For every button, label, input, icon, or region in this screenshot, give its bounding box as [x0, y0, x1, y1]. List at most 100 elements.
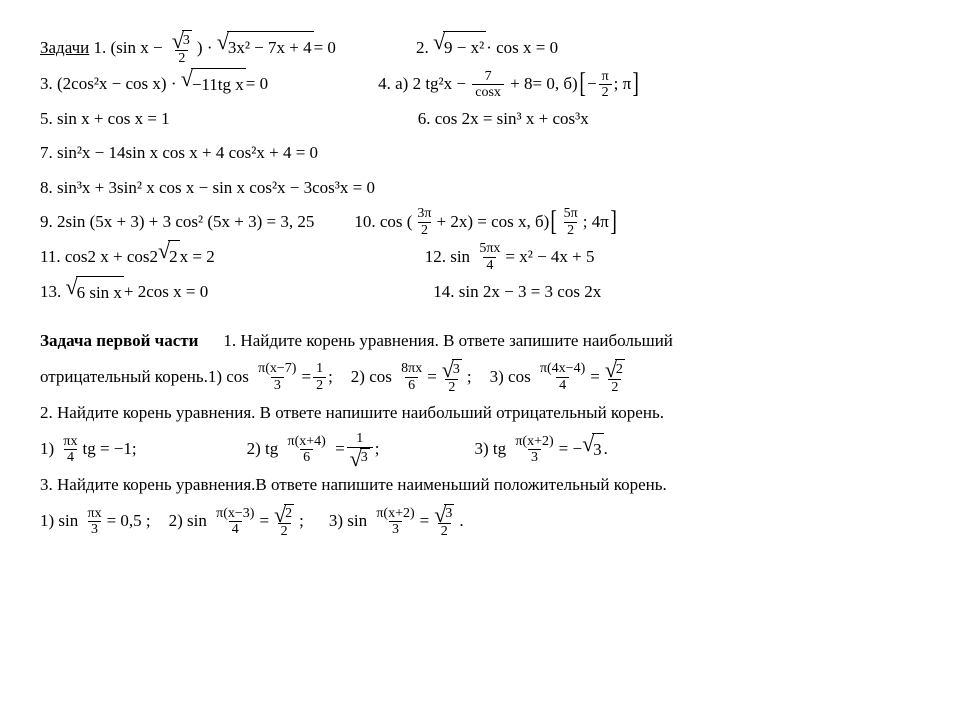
sqrt: √3x² − 7x + 4	[217, 31, 314, 64]
text: sin 2x − 3 = 3 cos 2x	[459, 276, 601, 308]
text: sin x + cos x = 1	[57, 103, 170, 135]
text: ;	[375, 433, 380, 465]
text: =	[590, 361, 600, 393]
fraction: π2	[599, 69, 612, 101]
text: sin²x − 14sin x cos x + 4 cos²x + 4 = 0	[57, 137, 318, 169]
text: (2cos²x − cos x) ·	[57, 68, 177, 100]
label: 10.	[354, 206, 375, 238]
label: 9.	[40, 206, 53, 238]
text: ; 4π	[583, 206, 609, 238]
text: =	[420, 505, 430, 537]
label: 5.	[40, 103, 53, 135]
text: 1) sin	[40, 505, 78, 537]
sqrt: √9 − x²	[433, 31, 486, 64]
text: .	[459, 505, 463, 537]
fraction: √2 2	[602, 359, 628, 395]
text: x = 2	[180, 241, 215, 273]
text: = 0	[246, 68, 268, 100]
fraction: π(x+4)6	[285, 434, 329, 466]
sqrt: √−11tg x	[181, 68, 246, 101]
text: =	[335, 433, 345, 465]
text: 2 tg²x −	[413, 68, 466, 100]
label: 1.	[93, 32, 106, 64]
text: cos 2x = sin³ x + cos³x	[435, 103, 589, 135]
text: 2. Найдите корень уравнения. В ответе на…	[40, 397, 664, 429]
text: 3) cos	[490, 361, 531, 393]
text: · cos x = 0	[486, 32, 558, 64]
text: = 0	[314, 32, 336, 64]
text: отрицательный корень.	[40, 361, 208, 393]
sqrt: √6 sin x	[66, 276, 124, 309]
text: sin	[450, 241, 470, 273]
label: 3.	[40, 68, 53, 100]
text: + 8= 0, б)	[510, 68, 578, 100]
sqrt: √3	[582, 433, 604, 466]
text: ) ·	[197, 32, 213, 64]
problems-row-1: Задачи 1. (sin x − √3 2 ) · √3x² − 7x + …	[40, 30, 920, 66]
label: 13.	[40, 276, 61, 308]
text: 3) sin	[329, 505, 367, 537]
section2-row2: отрицательный корень. 1) cos π(x−7)3 = 1…	[40, 359, 920, 395]
text: 3) tg	[474, 433, 506, 465]
text: cos (	[380, 206, 413, 238]
text: 1. Найдите корень уравнения. В ответе за…	[223, 325, 673, 357]
text: 2sin (5x + 3) + 3 cos² (5x + 3) = 3, 25	[57, 206, 314, 238]
section2-row6: 1) sin πx3 = 0,5 ; 2) sin π(x−3)4 = √2 2…	[40, 504, 920, 540]
text: 1)	[40, 433, 54, 465]
text: ;	[299, 505, 304, 537]
text: ; π	[614, 68, 632, 100]
bracket: ]	[633, 73, 640, 95]
fraction: 3π2	[414, 206, 434, 238]
problems-row-6: 9. 2sin (5x + 3) + 3 cos² (5x + 3) = 3, …	[40, 206, 920, 238]
text: = x² − 4x + 5	[505, 241, 594, 273]
fraction: πx4	[60, 434, 80, 466]
text: + 2x) = cos x, б)	[437, 206, 550, 238]
fraction: √2 2	[271, 504, 297, 540]
text: =	[427, 361, 437, 393]
fraction: 7cosx	[472, 69, 504, 101]
problems-row-2: 3. (2cos²x − cos x) · √−11tg x = 0 4. а)…	[40, 68, 920, 101]
section2-row3: 2. Найдите корень уравнения. В ответе на…	[40, 397, 920, 429]
text: −	[587, 68, 597, 100]
fraction: π(x−7)3	[255, 361, 299, 393]
fraction: √3 2	[169, 30, 195, 66]
text: (sin x −	[110, 32, 162, 64]
label: 12.	[425, 241, 446, 273]
problems-row-8: 13. √6 sin x + 2cos x = 0 14. sin 2x − 3…	[40, 276, 920, 309]
section2-title: Задача первой части	[40, 325, 198, 357]
fraction: π(x+2)3	[512, 434, 556, 466]
text: 2) tg	[247, 433, 279, 465]
problems-row-3: 5. sin x + cos x = 1 6. cos 2x = sin³ x …	[40, 103, 920, 135]
fraction: π(x+2)3	[373, 506, 417, 538]
fraction: 8πx6	[398, 361, 425, 393]
text: 2) cos	[351, 361, 392, 393]
section2-row4: 1) πx4 tg = −1; 2) tg π(x+4)6 = 1 √3 ; 3…	[40, 431, 920, 467]
bracket: [	[579, 73, 586, 95]
label: 6.	[418, 103, 431, 135]
text: 2) sin	[169, 505, 207, 537]
problems-row-5: 8. sin³x + 3sin² x cos x − sin x cos²x −…	[40, 172, 920, 204]
fraction: πx3	[85, 506, 105, 538]
text: 1) cos	[208, 361, 249, 393]
text: ;	[467, 361, 472, 393]
text: ;	[328, 361, 333, 393]
label: 8.	[40, 172, 53, 204]
label: 11.	[40, 241, 61, 273]
fraction: π(x−3)4	[213, 506, 257, 538]
fraction: √3 2	[439, 359, 465, 395]
label: 7.	[40, 137, 53, 169]
sqrt: √2	[158, 240, 180, 273]
label: 2.	[416, 32, 429, 64]
fraction: 12	[313, 361, 326, 393]
text: sin³x + 3sin² x cos x − sin x cos²x − 3c…	[57, 172, 375, 204]
bracket: [	[551, 211, 558, 233]
problems-row-7: 11. cos2 x + cos2 √2 x = 2 12. sin 5πx4 …	[40, 240, 920, 273]
section2-row1: Задача первой части 1. Найдите корень ур…	[40, 325, 920, 357]
section-title: Задачи	[40, 32, 89, 64]
text: 3. Найдите корень уравнения.В ответе нап…	[40, 469, 667, 501]
fraction: π(4x−4)4	[537, 361, 588, 393]
label: 4. а)	[378, 68, 408, 100]
fraction: 5π2	[561, 206, 581, 238]
text: =	[259, 505, 269, 537]
fraction: 1 √3	[347, 431, 373, 467]
